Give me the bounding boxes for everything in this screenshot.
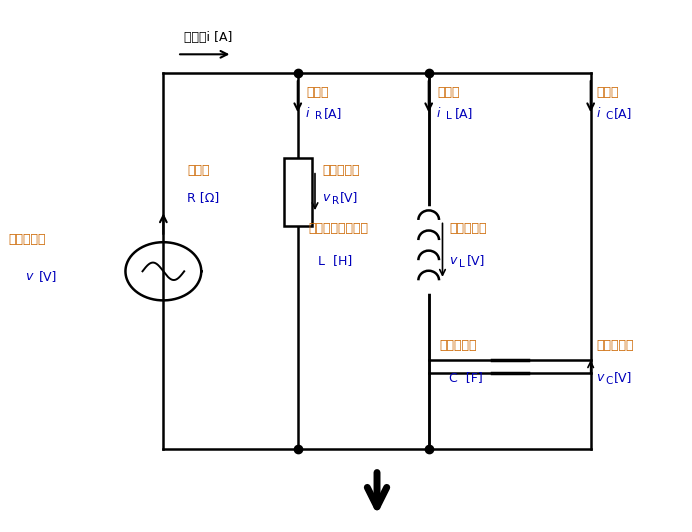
Text: R: R: [315, 111, 322, 121]
Text: C: C: [606, 376, 613, 386]
Text: L: L: [446, 111, 452, 121]
Text: [V]: [V]: [614, 371, 632, 384]
Text: 電流：: 電流：: [306, 86, 329, 99]
Text: [A]: [A]: [614, 107, 632, 120]
Text: 交流電圧：: 交流電圧：: [8, 233, 46, 246]
Text: 電圧降下：: 電圧降下：: [597, 339, 634, 352]
Bar: [284, 157, 311, 226]
Text: 静電容量：: 静電容量：: [439, 339, 477, 352]
Text: インダクタンス：: インダクタンス：: [308, 222, 368, 236]
Text: L: L: [459, 260, 465, 269]
Text: 電流：: 電流：: [437, 86, 459, 99]
Text: C: C: [605, 111, 612, 121]
Text: R: R: [331, 196, 338, 206]
Text: R [Ω]: R [Ω]: [188, 190, 220, 204]
Text: v: v: [26, 270, 33, 283]
Text: [A]: [A]: [324, 107, 343, 120]
Text: i: i: [437, 107, 441, 120]
Text: C  [F]: C [F]: [449, 371, 483, 384]
Text: 電圧降下：: 電圧降下：: [449, 222, 487, 236]
Text: [V]: [V]: [467, 254, 486, 267]
Text: 電流：i [A]: 電流：i [A]: [184, 31, 233, 44]
Text: v: v: [449, 254, 457, 267]
Text: v: v: [597, 371, 603, 384]
Text: 電流：: 電流：: [597, 86, 619, 99]
Text: L  [H]: L [H]: [318, 254, 353, 267]
Text: 抵抗：: 抵抗：: [188, 164, 210, 177]
Text: [V]: [V]: [340, 190, 358, 204]
Text: i: i: [597, 107, 600, 120]
Text: 電圧降下：: 電圧降下：: [322, 164, 359, 177]
Text: [A]: [A]: [455, 107, 473, 120]
Text: v: v: [322, 190, 329, 204]
Text: [V]: [V]: [39, 270, 57, 283]
Text: i: i: [306, 107, 309, 120]
